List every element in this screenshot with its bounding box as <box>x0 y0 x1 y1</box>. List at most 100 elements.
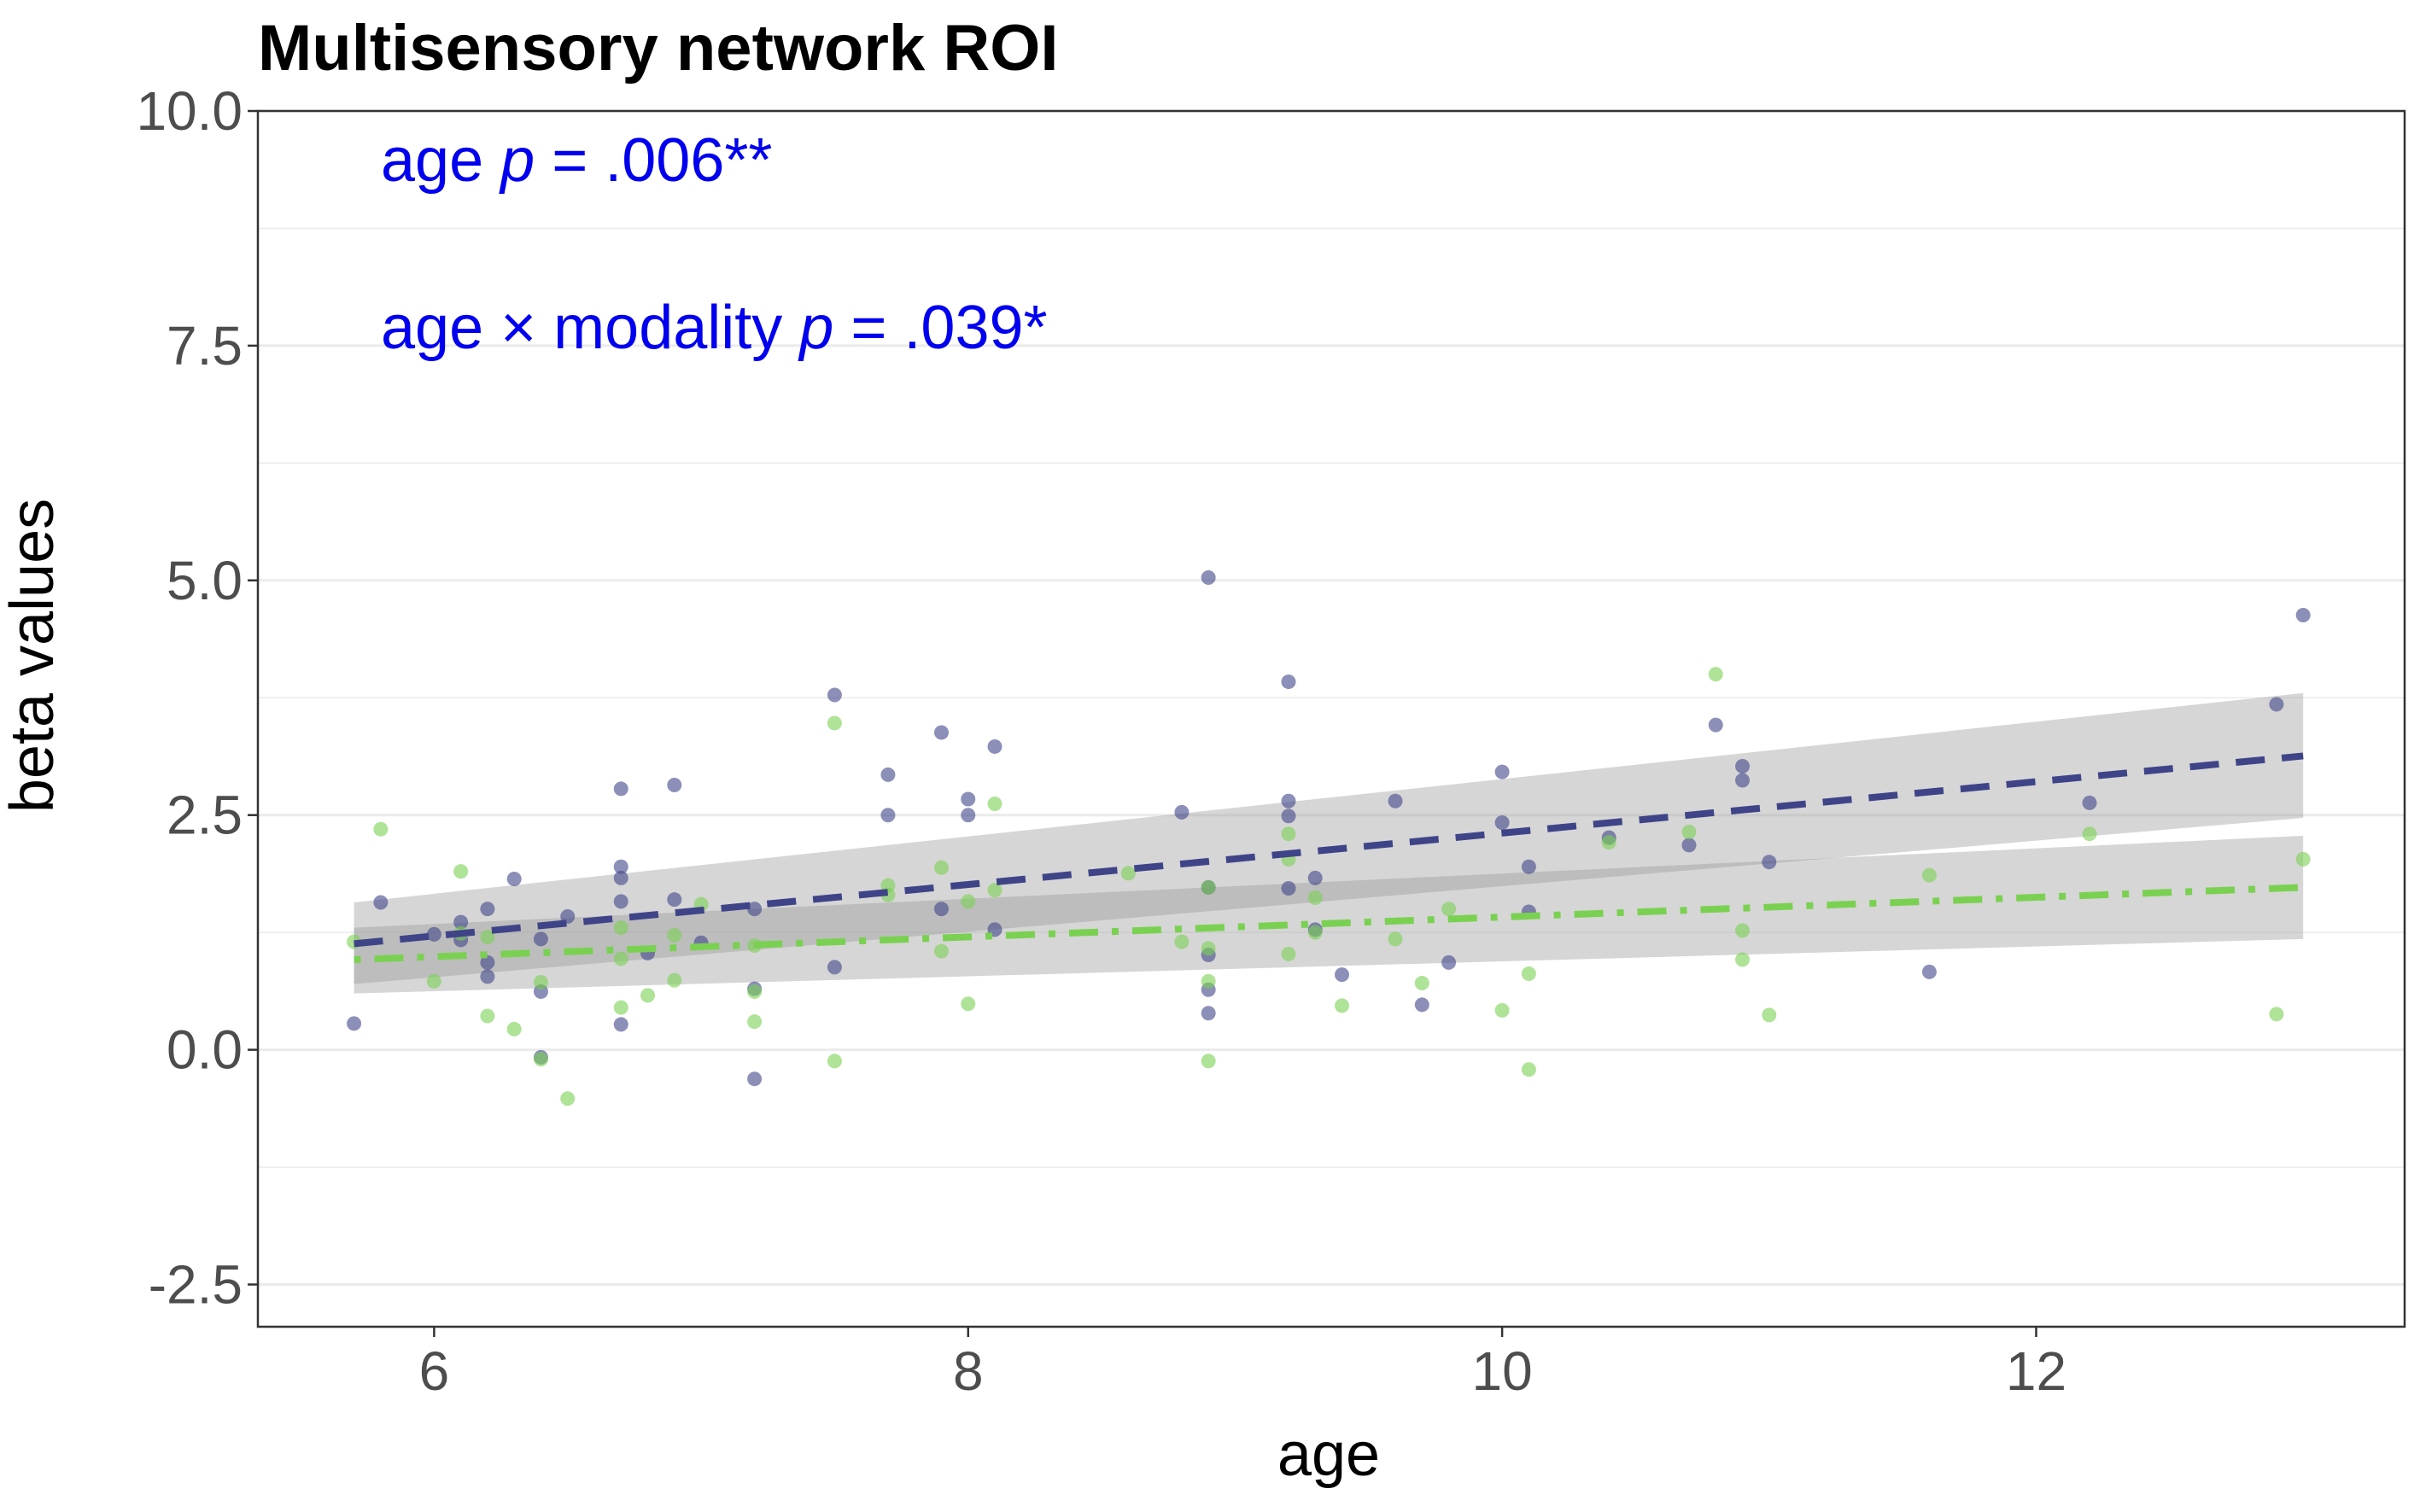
data-point-series-2 <box>480 930 495 945</box>
data-point-series-1 <box>933 902 949 917</box>
y-tick-label: 10.0 <box>136 80 243 142</box>
data-point-series-1 <box>533 931 548 947</box>
data-point-series-1 <box>1281 880 1296 896</box>
data-point-series-2 <box>1494 1002 1510 1018</box>
data-point-series-2 <box>1201 879 1216 895</box>
data-point-series-1 <box>933 725 949 740</box>
data-point-series-2 <box>1441 902 1457 917</box>
data-point-series-2 <box>667 972 682 988</box>
data-point-series-1 <box>506 871 522 886</box>
data-point-series-1 <box>1281 674 1296 690</box>
data-point-series-1 <box>667 778 682 793</box>
data-point-series-2 <box>1201 973 1216 989</box>
data-point-series-2 <box>2082 826 2097 842</box>
data-point-series-2 <box>426 973 441 989</box>
data-point-series-1 <box>1735 759 1751 774</box>
data-point-series-1 <box>1762 855 1777 870</box>
data-point-series-1 <box>347 1016 362 1031</box>
data-point-series-1 <box>1708 717 1723 733</box>
data-point-series-1 <box>827 687 842 703</box>
data-point-series-1 <box>480 954 495 970</box>
data-point-series-1 <box>1681 838 1697 853</box>
data-point-series-1 <box>480 969 495 984</box>
data-point-series-2 <box>961 894 976 909</box>
x-tick-label: 8 <box>953 1340 984 1402</box>
data-point-series-1 <box>1201 1006 1216 1021</box>
panel-border <box>256 109 2406 1328</box>
data-point-series-2 <box>533 1052 548 1067</box>
data-point-series-2 <box>480 1008 495 1024</box>
data-point-series-1 <box>613 870 628 885</box>
ci-band-1 <box>354 692 2304 984</box>
data-point-series-2 <box>1307 925 1323 940</box>
axes: -2.5 0.0 2.5 5.0 7.5 10.0 6 8 10 12 <box>136 80 2066 1402</box>
data-point-series-2 <box>987 797 1002 812</box>
data-point-series-2 <box>933 860 949 875</box>
data-point-series-2 <box>1201 941 1216 956</box>
data-point-series-2 <box>533 974 548 990</box>
fit-lines <box>354 752 2304 964</box>
stats-annotation: age p = .006** <box>381 126 772 195</box>
data-point-series-1 <box>1521 859 1536 874</box>
y-axis-label: beta values <box>0 499 67 813</box>
data-point-series-2 <box>506 1021 522 1036</box>
data-point-series-1 <box>747 1071 763 1087</box>
y-tick-label: 0.0 <box>167 1019 243 1081</box>
y-tick-label: -2.5 <box>149 1254 243 1316</box>
data-point-series-1 <box>1281 793 1296 809</box>
data-point-series-2 <box>1281 826 1296 842</box>
data-point-series-2 <box>933 943 949 959</box>
data-point-series-1 <box>453 914 469 930</box>
data-point-series-2 <box>2269 1007 2284 1022</box>
data-point-series-1 <box>1201 570 1216 586</box>
stats-annotation: age × modality p = .039* <box>381 294 1048 362</box>
scatter-points <box>347 570 2311 1106</box>
data-point-series-2 <box>1388 931 1403 947</box>
data-point-series-2 <box>613 951 628 966</box>
data-point-series-1 <box>987 738 1002 754</box>
data-point-series-1 <box>1281 809 1296 824</box>
data-point-series-2 <box>1708 667 1723 682</box>
data-point-series-1 <box>1414 997 1429 1013</box>
data-point-series-2 <box>453 864 469 879</box>
data-point-series-1 <box>1307 870 1323 885</box>
ci-band-2 <box>354 835 2304 994</box>
x-tick-label: 10 <box>1472 1340 1533 1402</box>
data-point-series-2 <box>1735 923 1751 938</box>
data-point-series-1 <box>613 781 628 797</box>
data-point-series-2 <box>667 927 682 943</box>
fit-line-series-2 <box>354 884 2304 964</box>
data-point-series-2 <box>1601 835 1616 850</box>
data-point-series-2 <box>1281 946 1296 961</box>
y-tick-label: 7.5 <box>167 315 243 377</box>
data-point-series-1 <box>2295 607 2311 622</box>
data-point-series-2 <box>2295 851 2311 867</box>
data-point-series-1 <box>961 808 976 823</box>
y-tick-label: 5.0 <box>167 550 243 611</box>
data-point-series-2 <box>747 984 763 999</box>
data-point-series-2 <box>1414 976 1429 991</box>
data-point-series-1 <box>880 767 896 782</box>
data-point-series-1 <box>1335 967 1350 983</box>
data-point-series-2 <box>613 920 628 936</box>
data-point-series-2 <box>373 821 389 837</box>
data-point-series-1 <box>613 859 628 874</box>
data-point-series-2 <box>1521 1062 1536 1077</box>
data-point-series-1 <box>747 902 763 917</box>
data-point-series-2 <box>1921 867 1937 883</box>
x-tick-label: 6 <box>419 1340 450 1402</box>
data-point-series-2 <box>827 1054 842 1069</box>
confidence-bands <box>354 692 2304 994</box>
fit-line-series-1 <box>354 752 2304 948</box>
data-point-series-2 <box>1735 952 1751 967</box>
data-point-series-2 <box>1120 866 1136 881</box>
data-point-series-2 <box>613 1000 628 1015</box>
data-point-series-2 <box>987 883 1002 898</box>
data-point-series-1 <box>1735 773 1751 788</box>
data-point-series-1 <box>2082 795 2097 810</box>
data-point-series-1 <box>827 960 842 975</box>
data-point-series-1 <box>1441 954 1457 970</box>
data-point-series-2 <box>1335 998 1350 1013</box>
data-point-series-2 <box>1521 966 1536 982</box>
